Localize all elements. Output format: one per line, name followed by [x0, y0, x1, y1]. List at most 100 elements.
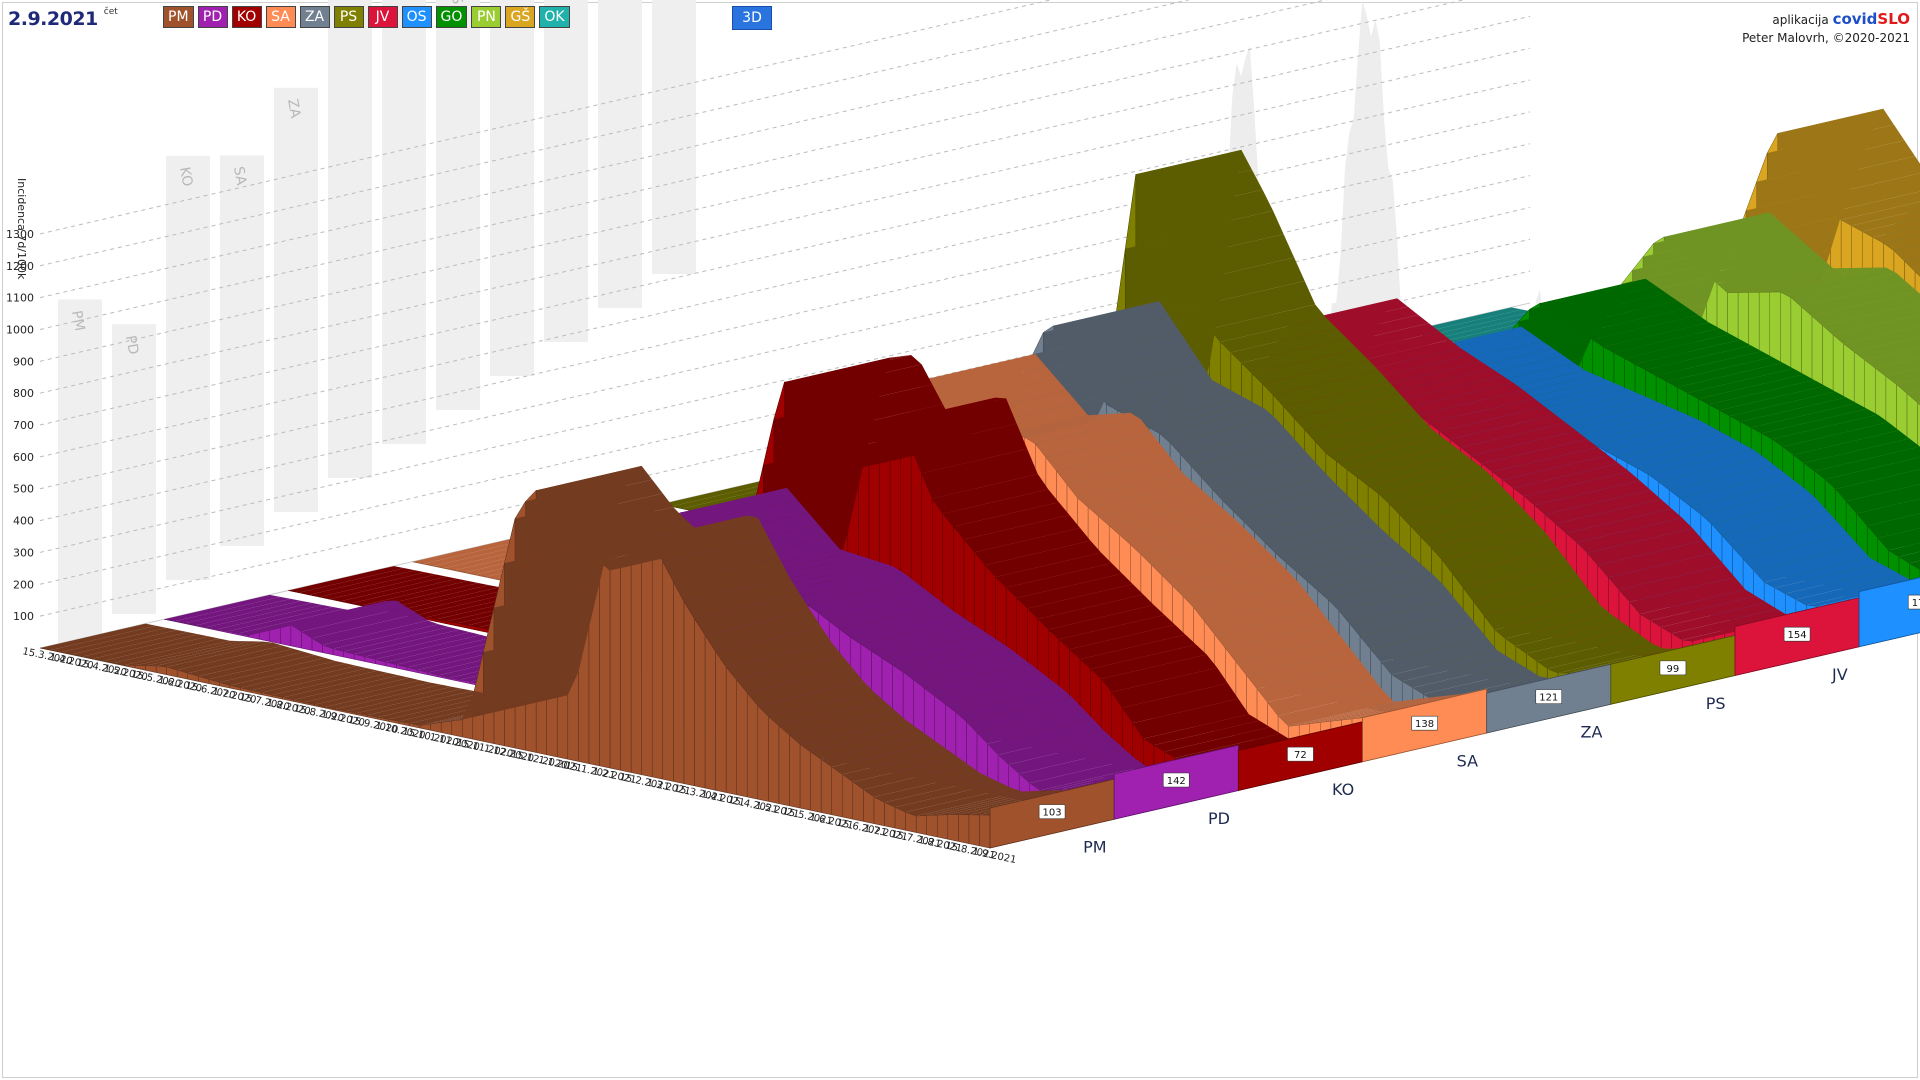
- ytick-900: 900: [13, 355, 34, 368]
- ribbon-top: [1790, 273, 1907, 307]
- ribbon-top: [288, 566, 405, 593]
- ribbon-top: [1661, 602, 1778, 634]
- front-value-bars: 1031427213812199154173178186268345: [989, 577, 1920, 849]
- ribbon-top: [1624, 333, 1741, 365]
- legend-chip-SA[interactable]: SA: [265, 6, 296, 28]
- ribbon-top: [346, 686, 463, 714]
- ribbon-top: [966, 697, 1083, 733]
- ribbon-top: [1423, 669, 1540, 701]
- gridline-500: [39, 143, 1531, 490]
- ribbon-top: [953, 502, 1070, 540]
- ribbon-top: [1006, 563, 1123, 599]
- ribbon-top: [884, 777, 1001, 808]
- ribbon-top: [1643, 218, 1760, 257]
- ribbon-top: [1782, 422, 1899, 455]
- ribbon-top: [736, 655, 853, 693]
- ribbon-top: [1513, 463, 1630, 497]
- ribbon-top: [1576, 517, 1693, 553]
- legend-chip-ZA[interactable]: ZA: [299, 6, 330, 28]
- ribbon-top: [61, 627, 178, 655]
- ribbon-top: [1412, 663, 1529, 695]
- ribbon-top: [156, 641, 273, 667]
- ribbon-top: [1256, 664, 1374, 703]
- legend-chip-GŠ[interactable]: GŠ: [505, 6, 536, 28]
- legend-chip-OS[interactable]: OS: [401, 6, 432, 28]
- ribbon-top: [1774, 563, 1891, 594]
- ribbon-top: [1833, 314, 1920, 344]
- region-label-PD: PD: [1208, 809, 1230, 828]
- backwall-bar-OK: [652, 0, 696, 274]
- ribbon-top: [808, 580, 925, 614]
- ribbon-face: [757, 705, 769, 802]
- ribbon-top: [1058, 614, 1175, 650]
- backwall-label-SA: SA: [230, 165, 249, 187]
- ribbon-top: [1296, 547, 1413, 582]
- ribbon-top: [829, 596, 946, 630]
- ribbon-top: [1492, 447, 1609, 480]
- ytick-1200: 1200: [6, 260, 34, 273]
- ribbon-face: [683, 600, 695, 787]
- ribbon-top: [1621, 245, 1739, 284]
- view-3d-button[interactable]: 3D: [732, 6, 772, 30]
- legend-chip-PS[interactable]: PS: [333, 6, 364, 28]
- ribbon-top: [177, 645, 294, 674]
- ribbon-top: [240, 663, 357, 691]
- ribbon-top: [1019, 749, 1136, 784]
- ribbon-top: [1592, 315, 1709, 347]
- ribbon-top: [926, 790, 1043, 816]
- ribbon-top: [1618, 565, 1735, 602]
- ribbon-top: [1119, 510, 1236, 545]
- ytick-600: 600: [13, 451, 34, 464]
- ribbon-top: [1867, 513, 1920, 538]
- ytick-1300: 1300: [6, 228, 34, 241]
- ytick-1000: 1000: [6, 323, 34, 336]
- legend-chip-OK[interactable]: OK: [539, 6, 570, 28]
- legend-chip-PM[interactable]: PM: [163, 6, 194, 28]
- ribbon-top: [1407, 382, 1524, 415]
- ribbon-face: [673, 581, 685, 784]
- ribbon-top: [1542, 397, 1659, 427]
- ribbon-face: [451, 719, 463, 738]
- ribbon-top: [311, 613, 429, 645]
- ribbon-top: [1143, 714, 1260, 746]
- ribbon-top: [976, 708, 1094, 744]
- ribbon-face: [280, 624, 292, 647]
- ribbon-top: [1225, 623, 1342, 662]
- ribbon-top: [1381, 637, 1498, 675]
- ribbon-top: [219, 657, 336, 686]
- ribbon-top: [1140, 529, 1257, 565]
- ribbon-top: [320, 572, 437, 599]
- ribbon-top: [1547, 644, 1664, 674]
- ribbon-top: [1743, 534, 1860, 571]
- ribbon-top: [1360, 611, 1477, 650]
- ribbon-top: [1344, 339, 1461, 373]
- ribbon-top: [1090, 644, 1207, 679]
- backwall-bar-GŠ: [598, 0, 642, 308]
- ribbon-top: [1391, 650, 1508, 682]
- legend-chip-KO[interactable]: KO: [231, 6, 262, 28]
- ribbon-top: [1753, 546, 1870, 583]
- legend-chip-PD[interactable]: PD: [197, 6, 228, 28]
- ribbon-top: [1151, 540, 1268, 576]
- ribbon-top: [1450, 414, 1567, 448]
- ribbon-top: [1299, 699, 1416, 726]
- current-day: čet: [103, 7, 118, 17]
- legend-chip-GO[interactable]: GO: [435, 6, 468, 28]
- ribbon-top: [747, 668, 864, 706]
- ribbon-face: [725, 666, 737, 795]
- ribbon-top: [1405, 307, 1522, 334]
- brand-covid: covid: [1832, 10, 1878, 28]
- legend-chip-PN[interactable]: PN: [471, 6, 502, 28]
- ribbon-top: [1397, 375, 1514, 408]
- ribbon-top: [1008, 740, 1125, 774]
- ribbon-top: [1830, 191, 1920, 220]
- ribbon-face: [694, 617, 706, 789]
- ribbon-face: [810, 751, 822, 813]
- ribbon-top: [1273, 370, 1390, 407]
- backwall-label-PD: PD: [122, 334, 141, 356]
- ribbon-top: [818, 588, 935, 622]
- ribbon-top: [776, 562, 893, 591]
- ribbon-top: [1027, 584, 1144, 619]
- front-value-box-ZA: [1535, 689, 1563, 704]
- legend-chip-JV[interactable]: JV: [367, 6, 398, 28]
